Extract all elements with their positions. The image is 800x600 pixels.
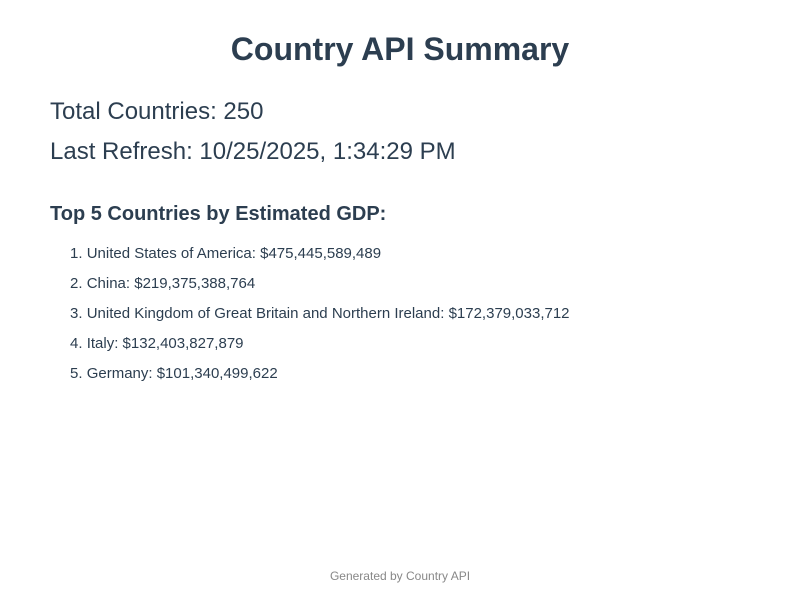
list-item: 3. United Kingdom of Great Britain and N… <box>70 305 570 322</box>
total-countries-line: Total Countries: 250 <box>50 98 263 126</box>
list-item: 5. Germany: $101,340,499,622 <box>70 365 278 382</box>
gdp-value: $132,403,827,879 <box>122 335 244 352</box>
gdp-country: China <box>86 275 126 292</box>
top-gdp-list: 1. United States of America: $475,445,58… <box>70 244 570 394</box>
gdp-value: $101,340,499,622 <box>156 365 278 382</box>
last-refresh-value: 10/25/2025, 1:34:29 PM <box>199 138 456 165</box>
gdp-rank: 4. <box>70 335 83 352</box>
last-refresh-line: Last Refresh: 10/25/2025, 1:34:29 PM <box>50 138 456 166</box>
gdp-value: $219,375,388,764 <box>134 275 256 292</box>
list-item: 1. United States of America: $475,445,58… <box>70 245 382 262</box>
last-refresh-label: Last Refresh: <box>50 138 200 165</box>
gdp-country: Italy <box>86 335 115 352</box>
gdp-value: $475,445,589,489 <box>260 245 382 262</box>
page-title: Country API Summary <box>230 31 570 67</box>
gdp-country: United States of America <box>86 245 252 262</box>
total-countries-value: 250 <box>223 98 264 125</box>
list-item: 2. China: $219,375,388,764 <box>70 275 256 292</box>
top-gdp-heading: Top 5 Countries by Estimated GDP: <box>50 203 387 225</box>
gdp-country: United Kingdom of Great Britain and Nort… <box>86 305 441 322</box>
gdp-country: Germany <box>86 365 149 382</box>
footer-text: Generated by Country API <box>329 569 471 583</box>
gdp-rank: 3. <box>70 305 83 322</box>
gdp-rank: 5. <box>70 365 83 382</box>
list-item: 4. Italy: $132,403,827,879 <box>70 335 244 352</box>
gdp-rank: 2. <box>70 275 83 292</box>
total-countries-label: Total Countries: <box>50 98 224 125</box>
gdp-rank: 1. <box>70 245 83 262</box>
gdp-value: $172,379,033,712 <box>448 305 570 322</box>
